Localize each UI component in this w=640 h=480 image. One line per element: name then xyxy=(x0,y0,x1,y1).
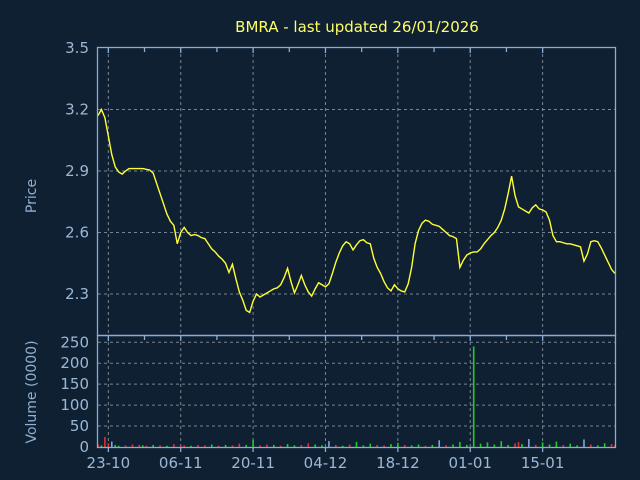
volume-y-tick: 250 xyxy=(60,333,89,351)
x-tick-label: 23-10 xyxy=(87,454,131,472)
price-y-tick: 3.5 xyxy=(65,39,89,57)
chart-title: BMRA - last updated 26/01/2026 xyxy=(235,18,479,36)
axis-tick-marks xyxy=(107,48,544,452)
price-y-tick: 2.6 xyxy=(65,224,89,242)
price-y-tick-labels: 3.5 3.2 2.9 2.6 2.3 xyxy=(65,39,89,303)
price-gridlines xyxy=(98,109,615,295)
price-y-tick: 3.2 xyxy=(65,101,89,119)
x-tick-label: 04-12 xyxy=(304,454,348,472)
volume-y-tick: 50 xyxy=(70,417,89,435)
x-tick-label: 01-01 xyxy=(448,454,492,472)
volume-y-tick: 100 xyxy=(60,396,89,414)
x-tick-label: 20-11 xyxy=(231,454,275,472)
volume-axis-label: Volume (0000) xyxy=(24,340,40,443)
price-axis-label: Price xyxy=(24,179,40,213)
volume-y-tick: 200 xyxy=(60,354,89,372)
x-tick-label: 15-01 xyxy=(521,454,565,472)
volume-gridlines xyxy=(98,341,615,427)
x-tick-label: 18-12 xyxy=(376,454,420,472)
price-line-series xyxy=(97,107,616,314)
x-tick-labels: 23-10 06-11 20-11 04-12 18-12 01-01 15-01 xyxy=(87,454,565,472)
volume-panel-frame xyxy=(96,334,617,449)
price-y-tick: 2.9 xyxy=(65,162,89,180)
volume-y-tick-labels: 250 200 150 100 50 0 xyxy=(60,333,89,456)
price-y-tick: 2.3 xyxy=(65,285,89,303)
volume-y-tick: 0 xyxy=(79,438,89,456)
x-tick-label: 06-11 xyxy=(159,454,203,472)
volume-y-tick: 150 xyxy=(60,375,89,393)
vertical-gridlines xyxy=(107,48,544,447)
